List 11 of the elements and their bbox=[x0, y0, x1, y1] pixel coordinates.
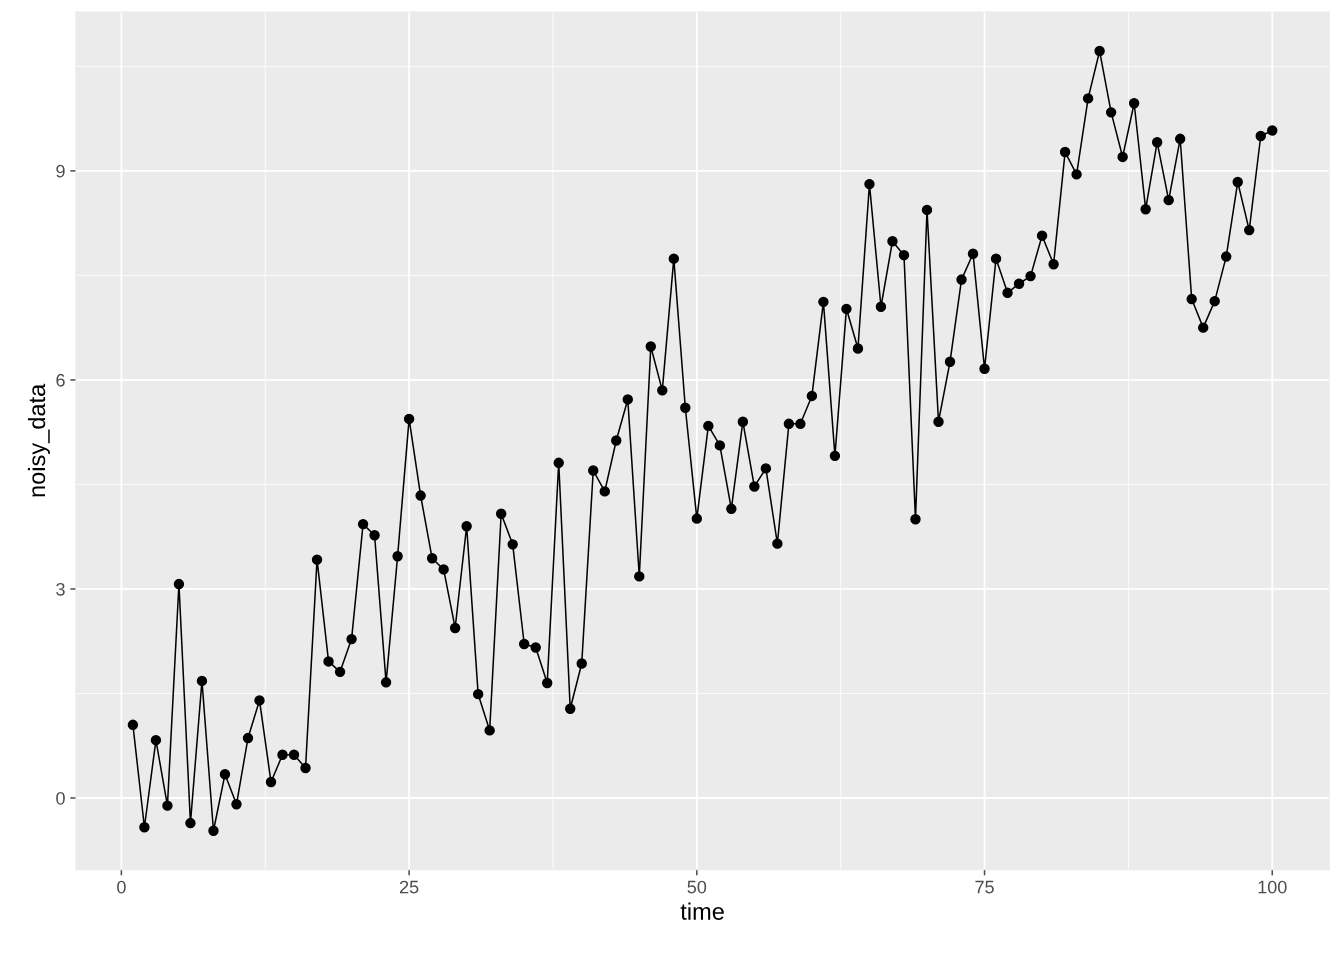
y-axis-title: noisy_data bbox=[27, 383, 50, 497]
x-tick-label: 100 bbox=[1258, 880, 1287, 894]
x-tick-label: 50 bbox=[687, 880, 707, 894]
x-tick-label: 25 bbox=[399, 880, 419, 894]
y-tick-label: 6 bbox=[56, 373, 65, 387]
y-tick-label: 0 bbox=[56, 791, 65, 805]
x-axis-title: time bbox=[680, 902, 724, 920]
y-tick-label: 9 bbox=[56, 164, 65, 178]
y-tick-label: 3 bbox=[56, 582, 65, 596]
x-tick-label: 0 bbox=[117, 880, 126, 894]
x-tick-label: 75 bbox=[975, 880, 994, 894]
